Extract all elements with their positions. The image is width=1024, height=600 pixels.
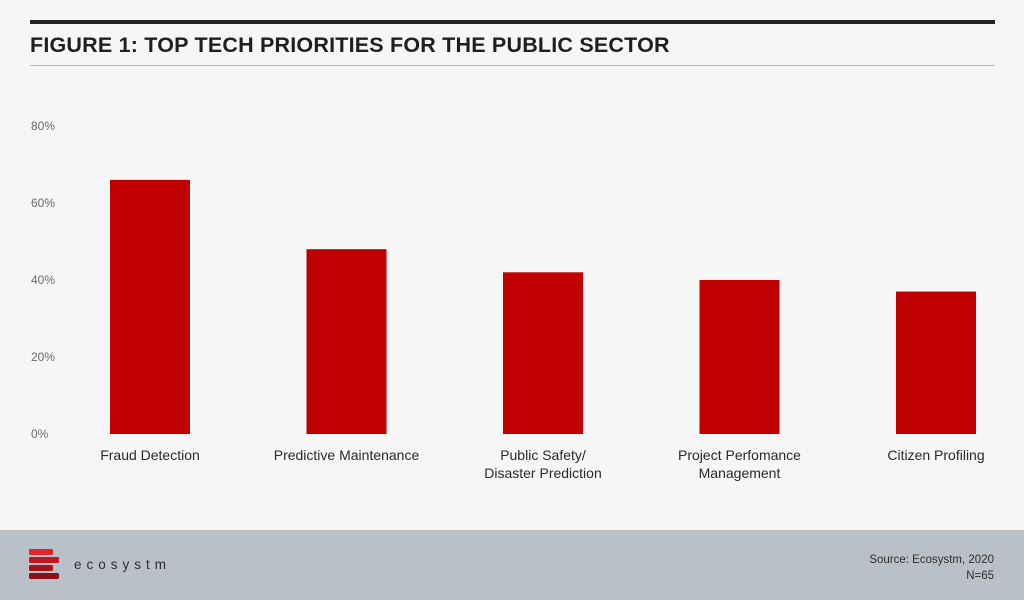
logo-stripe	[29, 557, 59, 563]
chart-title: FIGURE 1: TOP TECH PRIORITIES FOR THE PU…	[30, 33, 670, 57]
footer: ecosystm Source: Ecosystm, 2020 N=65	[0, 530, 1024, 600]
x-tick-label: Citizen Profiling	[887, 447, 984, 463]
bar	[503, 272, 583, 434]
bar	[110, 179, 190, 434]
y-tick-label: 60%	[31, 196, 55, 210]
bar	[896, 291, 976, 434]
y-tick-label: 0%	[31, 427, 49, 441]
x-axis: Fraud Detection Predictive Maintenance Pub…	[100, 447, 984, 481]
sample-size: N=65	[966, 570, 994, 582]
bar-chart: 0% 20% 40% 60% 80% Fraud Detection Predictive…	[31, 119, 985, 481]
title-divider	[30, 65, 995, 66]
brand-wordmark: ecosystm	[74, 557, 172, 572]
source-note: Source: Ecosystm, 2020 N=65	[869, 552, 994, 584]
bars-group	[110, 179, 976, 434]
x-tick-label: Project Perfomance	[678, 447, 801, 463]
ecosystm-logo-icon	[29, 549, 59, 579]
logo-stripe	[29, 573, 59, 579]
y-tick-label: 40%	[31, 273, 55, 287]
x-tick-label: Fraud Detection	[100, 447, 200, 463]
bar	[306, 249, 387, 434]
y-axis: 0% 20% 40% 60% 80%	[31, 119, 55, 441]
y-tick-label: 20%	[31, 350, 55, 364]
source-text: Source: Ecosystm, 2020	[869, 554, 994, 566]
logo-stripe	[29, 565, 53, 571]
x-tick-label: Disaster Prediction	[484, 465, 602, 481]
logo-stripe	[29, 549, 53, 555]
bar	[699, 280, 780, 434]
top-rule	[30, 20, 995, 24]
x-tick-label: Public Safety/	[500, 447, 586, 463]
y-tick-label: 80%	[31, 119, 55, 133]
x-tick-label: Predictive Maintenance	[274, 447, 420, 463]
x-tick-label: Management	[699, 465, 781, 481]
